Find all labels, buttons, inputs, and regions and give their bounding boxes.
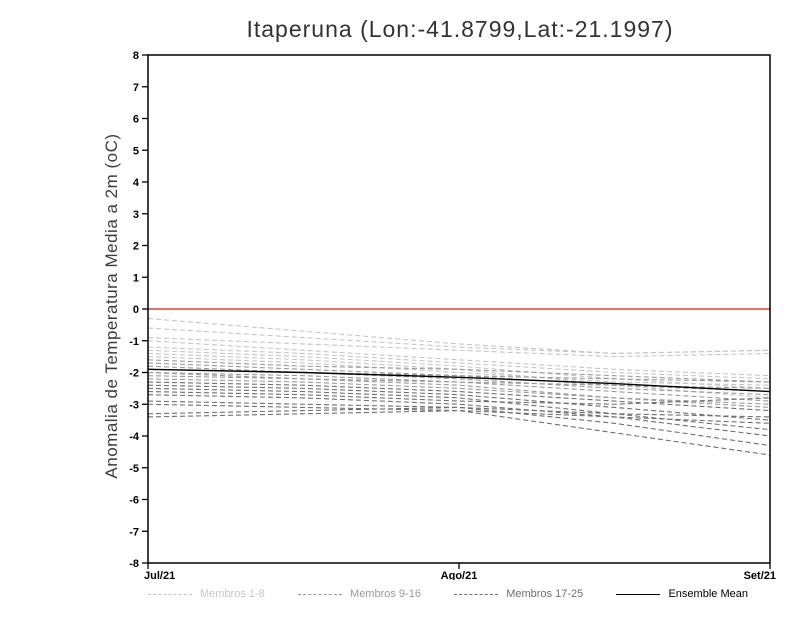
svg-text:Jul/21: Jul/21: [144, 570, 175, 580]
solid-line-sample-icon: [616, 593, 661, 595]
legend: Membros 1-8 Membros 9-16 Membros 17-25 E…: [148, 588, 748, 600]
legend-label: Membros 17-25: [506, 588, 584, 600]
legend-label: Membros 1-8: [200, 588, 265, 600]
svg-text:Ago/21: Ago/21: [441, 570, 478, 580]
svg-text:6: 6: [133, 114, 139, 126]
svg-text:-3: -3: [129, 399, 139, 411]
dashed-line-sample-icon: [148, 593, 192, 595]
legend-item-membros-1-8: Membros 1-8: [148, 588, 265, 600]
svg-text:7: 7: [133, 82, 139, 94]
svg-text:2: 2: [133, 241, 139, 253]
svg-text:5: 5: [133, 145, 139, 157]
legend-label: Membros 9-16: [350, 588, 421, 600]
svg-text:-1: -1: [129, 336, 139, 348]
svg-text:-4: -4: [129, 431, 140, 443]
svg-text:3: 3: [133, 209, 139, 221]
legend-item-membros-9-16: Membros 9-16: [298, 588, 421, 600]
svg-text:4: 4: [133, 177, 140, 189]
plot-area: -8 -7 -6 -5 -4 -3 -2 -1 0 1 2 3 4 5 6 7 8 Jul/21 Ago/21 Set…: [129, 50, 776, 580]
svg-text:-7: -7: [129, 526, 139, 538]
chart-title: Itaperuna (Lon:-41.8799,Lat:-21.1997): [246, 16, 674, 42]
svg-text:-5: -5: [129, 463, 139, 475]
svg-text:-8: -8: [129, 558, 139, 570]
legend-item-ensemble-mean: Ensemble Mean: [616, 588, 748, 600]
dashed-line-sample-icon: [298, 593, 343, 595]
svg-text:1: 1: [133, 272, 139, 284]
dashed-line-sample-icon: [454, 593, 499, 595]
svg-text:8: 8: [133, 50, 139, 62]
svg-text:Set/21: Set/21: [744, 570, 776, 580]
legend-item-membros-17-25: Membros 17-25: [454, 588, 583, 600]
svg-text:0: 0: [133, 304, 139, 316]
legend-label: Ensemble Mean: [668, 588, 748, 600]
svg-text:-6: -6: [129, 495, 139, 507]
svg-text:-2: -2: [129, 368, 139, 380]
